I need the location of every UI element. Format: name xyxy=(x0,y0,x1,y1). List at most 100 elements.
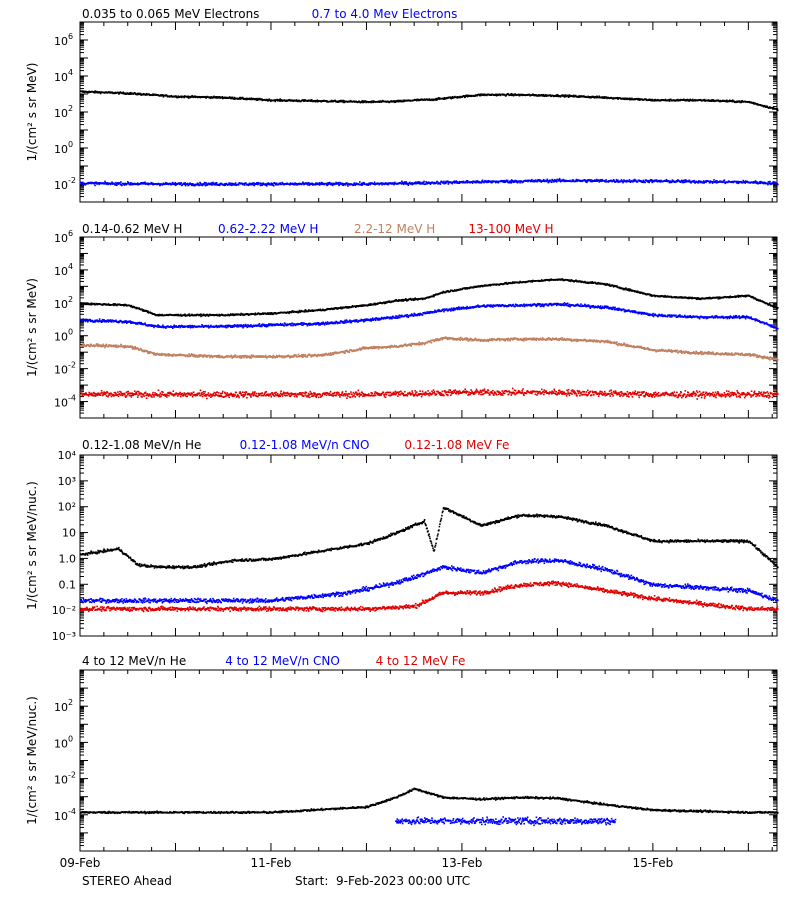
data-point xyxy=(115,183,118,185)
data-point xyxy=(418,182,421,185)
data-point xyxy=(342,184,345,187)
data-point xyxy=(158,183,161,185)
data-point xyxy=(445,97,448,100)
data-point xyxy=(309,99,312,101)
data-point xyxy=(766,105,768,107)
data-point xyxy=(595,96,598,99)
data-point xyxy=(378,101,381,103)
data-point xyxy=(509,94,512,96)
data-point xyxy=(241,96,244,99)
data-point xyxy=(555,181,558,183)
series-0-035-to-0-065-mev-electrons xyxy=(80,90,779,112)
data-point xyxy=(628,97,631,100)
data-point xyxy=(535,94,538,96)
data-point xyxy=(603,96,606,98)
data-point xyxy=(200,183,203,185)
data-point xyxy=(261,184,264,186)
data-point xyxy=(434,98,437,100)
data-point xyxy=(219,184,221,187)
y-tick-label: 10 xyxy=(54,107,68,120)
data-point xyxy=(402,181,405,184)
data-point xyxy=(543,178,545,181)
data-point xyxy=(591,179,593,181)
data-point xyxy=(353,183,355,185)
data-point xyxy=(415,99,418,102)
data-point xyxy=(248,182,251,185)
data-point xyxy=(625,287,627,289)
data-point xyxy=(393,100,396,102)
data-point xyxy=(646,181,649,183)
data-point xyxy=(713,179,715,181)
data-point xyxy=(93,181,96,184)
data-point xyxy=(443,182,446,185)
data-point xyxy=(128,93,131,95)
data-point xyxy=(311,99,313,101)
data-point xyxy=(199,182,202,185)
data-point xyxy=(289,184,291,186)
data-point xyxy=(438,97,440,99)
data-point xyxy=(84,91,86,94)
data-point xyxy=(597,96,600,99)
data-point xyxy=(474,181,476,184)
data-point xyxy=(111,91,114,94)
data-point xyxy=(632,179,635,181)
data-point xyxy=(405,181,408,183)
data-point xyxy=(531,178,533,181)
data-point xyxy=(302,182,305,184)
data-point xyxy=(174,182,176,185)
data-point xyxy=(608,283,611,286)
data-point xyxy=(140,94,142,96)
data-point xyxy=(123,184,126,186)
data-point xyxy=(435,97,438,100)
data-point xyxy=(509,180,512,183)
data-point xyxy=(282,182,284,185)
data-point xyxy=(629,98,631,101)
data-point xyxy=(648,181,650,184)
data-point xyxy=(110,321,113,323)
data-point xyxy=(529,179,531,182)
data-point xyxy=(512,181,514,184)
data-point xyxy=(245,182,247,185)
data-point xyxy=(455,180,458,182)
data-point xyxy=(607,181,610,183)
data-point xyxy=(510,179,513,181)
data-point xyxy=(216,182,218,184)
data-point xyxy=(329,182,331,185)
data-point xyxy=(89,181,92,184)
data-point xyxy=(394,101,397,103)
data-point xyxy=(571,180,573,183)
data-point xyxy=(558,177,561,180)
data-point xyxy=(487,181,490,183)
data-point xyxy=(205,184,208,187)
data-point xyxy=(505,179,508,182)
data-point xyxy=(765,106,768,108)
data-point xyxy=(401,180,403,183)
data-point xyxy=(615,180,617,183)
data-point xyxy=(349,184,351,186)
data-point xyxy=(80,184,83,186)
data-point xyxy=(363,182,365,184)
data-point xyxy=(332,183,334,186)
data-point xyxy=(142,93,144,96)
data-point xyxy=(526,179,529,182)
data-point xyxy=(129,92,131,94)
data-point xyxy=(435,99,437,101)
data-point xyxy=(777,307,779,309)
data-point xyxy=(372,101,374,104)
data-point xyxy=(369,183,371,186)
data-point xyxy=(268,98,271,100)
data-point xyxy=(271,184,273,186)
data-point xyxy=(328,183,330,185)
data-point xyxy=(539,179,542,181)
data-point xyxy=(563,180,565,183)
data-point xyxy=(318,184,321,186)
data-point xyxy=(577,95,579,98)
data-point xyxy=(394,181,396,184)
data-point xyxy=(208,182,210,185)
data-point xyxy=(590,180,593,183)
data-point xyxy=(466,181,468,184)
data-point xyxy=(230,97,232,100)
data-point xyxy=(145,92,148,95)
series-0-7-to-4-0-mev-electrons xyxy=(80,177,779,187)
data-point xyxy=(104,180,106,183)
